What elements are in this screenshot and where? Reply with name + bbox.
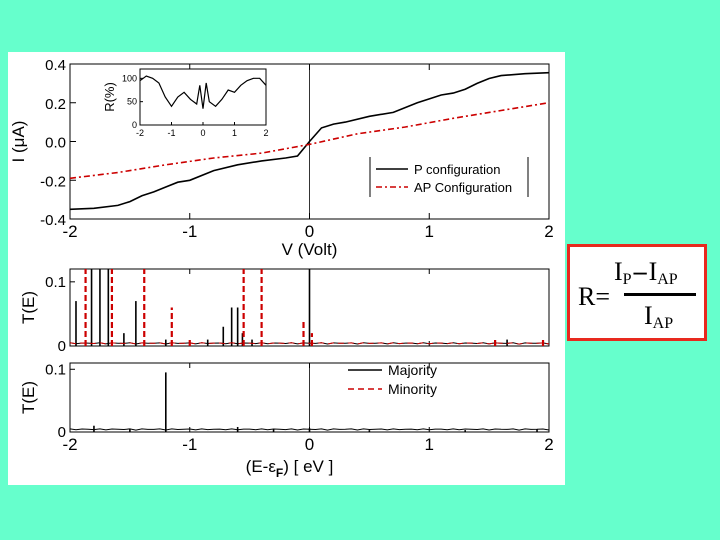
- xlabel-sub: F: [276, 466, 283, 480]
- iv-xtick-label: 2: [544, 222, 553, 241]
- iv-series-ap-configuration-line: [69, 101, 550, 180]
- inset-r-line: [139, 75, 267, 109]
- inset-xtick-label: 0: [200, 128, 205, 138]
- xlabel-part: ) [ eV ]: [283, 457, 333, 476]
- iv-ytick-label: -0.2: [40, 173, 66, 190]
- formula-denominator: IAP: [644, 303, 673, 332]
- iv-series-p-configuration-line: [69, 71, 550, 211]
- formula-num-b: I: [648, 257, 658, 286]
- inset-xtick-label: -1: [167, 128, 175, 138]
- te-lower-xlabel: (E-εF) [ eV ]: [246, 457, 334, 480]
- iv-xtick-label: 0: [305, 222, 314, 241]
- iv-legend-label: AP Configuration: [414, 180, 512, 195]
- inset-xtick-label: 1: [232, 128, 237, 138]
- te-lower-xtick-label: 0: [305, 435, 314, 454]
- iv-xtick-label: -2: [62, 222, 77, 241]
- formula-numerator: IP–IAP: [614, 259, 678, 288]
- te-upper-ytick-label: 0.1: [45, 274, 66, 291]
- formula-lhs: R=: [578, 282, 611, 311]
- formula-box: IP–IAP R= IAP: [567, 244, 707, 341]
- formula-num-a: I: [614, 257, 623, 286]
- formula-minus: –: [633, 257, 647, 286]
- inset-xtick-label: 2: [263, 128, 268, 138]
- inset-xtick-label: -2: [136, 128, 144, 138]
- iv-xtick-label: 1: [425, 222, 434, 241]
- formula-num-b-sub: AP: [657, 271, 678, 288]
- figure-svg: -2 -1 0 1 2 -0.4 -0.2 0.0 0.2 0.4 V (Volt) I (μA) P …: [9, 57, 554, 480]
- te-lower-ytick-label: 0.1: [45, 361, 66, 378]
- te-lower-xtick-label: -1: [182, 435, 197, 454]
- te-upper-minority-baseline: [69, 342, 550, 345]
- te-lower-xtick-label: 1: [425, 435, 434, 454]
- inset-ylabel: R(%): [102, 82, 117, 112]
- te-lower-ylabel: T(E): [19, 381, 38, 414]
- iv-ylabel: I (μA): [9, 121, 28, 163]
- iv-legend-label: P configuration: [414, 162, 501, 177]
- te-upper-ytick-label: 0: [58, 338, 66, 355]
- formula-den: I: [644, 301, 653, 330]
- te-upper-ylabel: T(E): [19, 291, 38, 324]
- formula-num-a-sub: P: [622, 271, 632, 288]
- iv-ytick-label: 0.2: [45, 96, 66, 113]
- inset-ytick-label: 0: [132, 120, 137, 130]
- te-lower-xtick-label: 2: [544, 435, 553, 454]
- te-legend-label: Minority: [388, 381, 437, 397]
- iv-ytick-label: -0.4: [40, 212, 66, 229]
- xlabel-part: (E-ε: [246, 457, 277, 476]
- inset-ytick-label: 100: [122, 73, 137, 83]
- iv-xtick-label: -1: [182, 222, 197, 241]
- iv-ytick-label: 0.4: [45, 57, 66, 74]
- te-legend-label: Majority: [388, 362, 437, 378]
- figure-panel: -2 -1 0 1 2 -0.4 -0.2 0.0 0.2 0.4 V (Volt) I (μA) P …: [8, 52, 565, 485]
- te-lower-xtick-label: -2: [62, 435, 77, 454]
- te-lower-ytick-label: 0: [58, 424, 66, 441]
- inset-frame: [139, 68, 267, 126]
- iv-xlabel: V (Volt): [282, 240, 338, 259]
- inset-ytick-label: 50: [127, 97, 137, 107]
- iv-ytick-label: 0.0: [45, 135, 66, 152]
- formula-fraction-bar: [624, 293, 696, 296]
- formula-den-sub: AP: [652, 315, 674, 332]
